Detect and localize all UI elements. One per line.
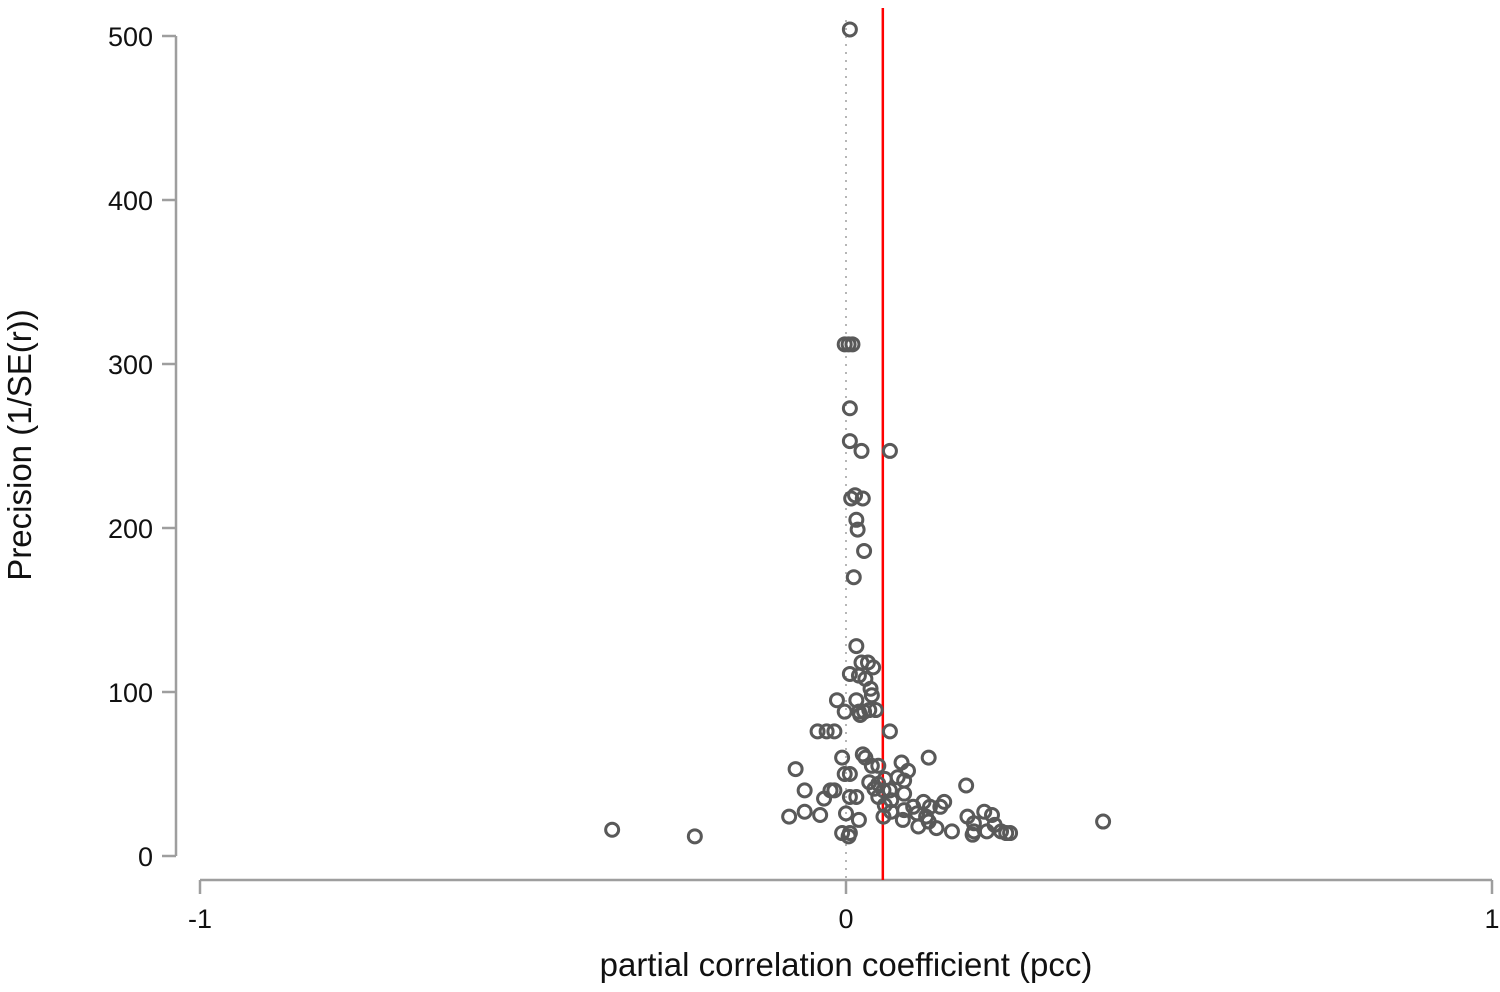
y-axis: 0 100 200 300 400 500 Precision (1/SE(r)) — [1, 22, 178, 872]
data-point — [1002, 825, 1019, 842]
y-axis-ticks: 0 100 200 300 400 500 — [108, 22, 176, 872]
x-axis: -1 0 1 partial correlation coefficient (pc… — [188, 878, 1500, 983]
data-point — [894, 811, 911, 828]
data-point — [928, 820, 945, 837]
data-point — [796, 782, 813, 799]
data-point — [848, 638, 865, 655]
y-tick: 300 — [108, 350, 176, 380]
data-point — [865, 659, 882, 676]
data-point — [812, 807, 829, 823]
y-tick-label: 200 — [108, 514, 153, 544]
data-point — [816, 790, 833, 807]
y-axis-title: Precision (1/SE(r)) — [1, 309, 38, 580]
data-point — [932, 798, 949, 815]
data-point — [866, 780, 883, 797]
data-point — [964, 826, 981, 843]
data-point — [849, 521, 866, 538]
y-tick-label: 400 — [108, 186, 153, 216]
data-point — [896, 785, 913, 802]
data-point — [863, 687, 880, 704]
x-axis-title: partial correlation coefficient (pcc) — [600, 946, 1093, 983]
y-tick-label: 500 — [108, 22, 153, 52]
x-tick: 0 — [838, 880, 854, 934]
data-point — [854, 490, 871, 507]
data-point — [838, 805, 854, 822]
y-tick: 200 — [108, 514, 176, 544]
y-tick: 0 — [138, 842, 176, 872]
y-tick: 500 — [108, 22, 176, 52]
data-point — [847, 487, 864, 504]
data-point — [848, 511, 865, 528]
y-tick: 400 — [108, 186, 176, 216]
y-tick-label: 0 — [138, 842, 153, 872]
data-point — [841, 766, 858, 782]
data-point — [852, 706, 869, 723]
data-point — [870, 757, 887, 774]
data-point — [836, 766, 853, 782]
x-tick-label: 0 — [838, 904, 853, 934]
data-point — [983, 807, 1000, 823]
y-tick-label: 100 — [108, 678, 153, 708]
data-point — [856, 542, 873, 559]
data-point — [840, 828, 857, 845]
data-point — [787, 761, 804, 778]
data-point — [841, 433, 858, 450]
x-tick: -1 — [188, 880, 212, 934]
x-tick-label: -1 — [188, 904, 212, 934]
data-point — [826, 723, 843, 740]
data-point — [943, 823, 960, 840]
x-tick: 1 — [1484, 880, 1500, 934]
data-point — [809, 723, 826, 740]
data-point — [796, 803, 813, 820]
data-point — [1095, 813, 1112, 830]
data-point — [881, 442, 898, 459]
data-point — [841, 21, 858, 38]
data-point — [867, 702, 884, 719]
x-axis-ticks: -1 0 1 — [188, 880, 1500, 934]
data-points — [604, 21, 1112, 845]
data-point — [920, 749, 937, 766]
y-tick: 100 — [108, 678, 176, 708]
data-point — [958, 777, 975, 794]
data-point — [834, 749, 851, 766]
data-point — [845, 569, 862, 586]
data-point — [976, 803, 993, 820]
data-point — [910, 818, 927, 835]
data-point — [850, 811, 867, 828]
data-point — [836, 703, 853, 720]
data-point — [881, 782, 898, 799]
data-point — [841, 400, 858, 417]
x-tick-label: 1 — [1484, 904, 1499, 934]
data-point — [881, 723, 898, 740]
data-point — [862, 680, 879, 697]
data-point — [686, 828, 703, 845]
data-point — [828, 692, 845, 709]
data-point — [818, 723, 835, 740]
data-point — [841, 665, 858, 682]
data-point — [844, 336, 861, 353]
data-point — [848, 788, 865, 805]
data-point — [863, 757, 880, 774]
data-point — [841, 788, 858, 805]
data-point — [826, 782, 843, 799]
y-tick-label: 300 — [108, 350, 153, 380]
data-point — [875, 808, 892, 825]
data-point — [853, 442, 870, 459]
data-point — [781, 808, 798, 825]
data-point — [604, 821, 621, 838]
